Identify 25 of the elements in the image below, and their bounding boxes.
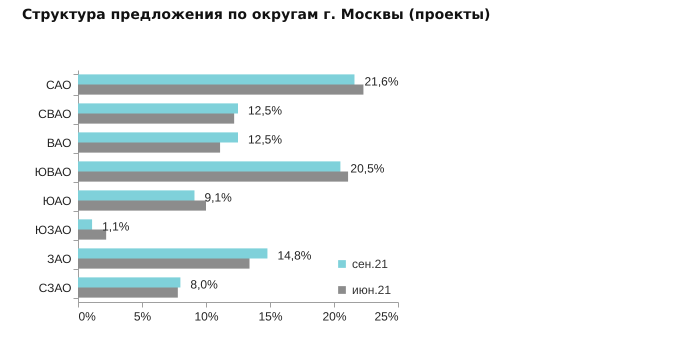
data-label: 14,8% <box>277 248 312 262</box>
y-tick-label: САО <box>46 78 72 92</box>
x-tick-label: 25% <box>374 310 399 324</box>
legend-label: июн.21 <box>352 283 392 297</box>
y-tick-label: ЗАО <box>47 252 72 266</box>
data-label: 12,5% <box>248 103 282 118</box>
x-tick-label: 5% <box>134 310 152 324</box>
y-tick-label: ЮВАО <box>34 165 72 179</box>
data-label: 12,5% <box>248 132 282 146</box>
data-label: 8,0% <box>190 277 218 292</box>
x-tick-label: 10% <box>194 310 219 324</box>
y-tick-label: СВАО <box>38 107 72 121</box>
y-tick-label: ЮАО <box>42 194 72 208</box>
x-tick-label: 15% <box>258 310 283 324</box>
data-label: 1,1% <box>102 219 130 234</box>
y-tick-label: ВАО <box>46 136 72 150</box>
y-tick-label: СЗАО <box>38 281 72 295</box>
data-label: 21,6% <box>364 74 399 88</box>
y-tick-label: ЮЗАО <box>35 223 72 237</box>
x-tick-label: 0% <box>78 310 96 324</box>
data-label: 20,5% <box>350 161 385 176</box>
legend-label: сен.21 <box>352 257 388 271</box>
data-label: 9,1% <box>204 190 232 204</box>
chart-title: Структура предложения по округам г. Москвы (проекты) <box>22 7 490 23</box>
x-tick-label: 20% <box>322 310 347 324</box>
